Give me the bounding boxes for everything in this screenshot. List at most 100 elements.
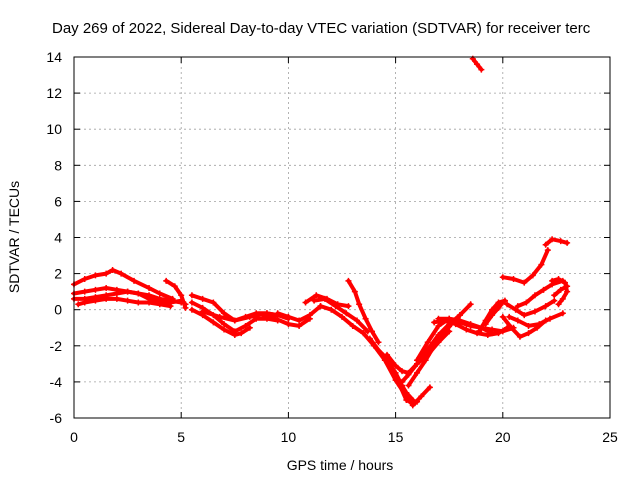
data-point [103,270,110,277]
y-tick-label: 10 [46,121,62,137]
data-point [504,301,511,308]
data-point [555,276,562,283]
data-series-track-26 [483,300,505,327]
data-point [525,322,532,329]
data-series-track-33 [543,237,570,247]
data-point [551,297,558,304]
x-tick-label: 20 [495,429,511,445]
data-point [467,301,474,308]
data-point [510,276,517,283]
data-point [113,290,120,297]
x-tick-labels: 0 5 10 15 20 25 [70,429,618,445]
data-point [478,66,485,73]
data-point [349,322,356,329]
data-point [343,310,350,317]
data-point [221,326,228,333]
data-point [109,266,116,273]
data-point [456,312,463,319]
data-point [557,238,564,245]
data-point [564,283,571,290]
data-point [296,322,303,329]
data-point [446,315,453,322]
data-point [171,283,178,290]
data-point [424,339,431,346]
data-point [146,299,153,306]
data-point [92,286,99,293]
data-point [431,319,438,326]
data-point [124,297,131,304]
data-point [542,303,549,310]
data-point [414,357,421,364]
y-tick-label: 2 [54,266,62,282]
x-tick-label: 15 [388,429,404,445]
data-point [536,321,543,328]
data-point [476,328,483,335]
data-point [392,362,399,369]
data-point [285,313,292,320]
data-point [549,277,556,284]
data-point [564,239,571,246]
data-point [499,299,506,306]
data-point [409,402,416,409]
data-point [345,277,352,284]
y-axis-label: SDTVAR / TECUs [6,181,22,293]
data-point [514,317,521,324]
data-point [371,342,378,349]
data-point [81,288,88,295]
data-point [242,322,249,329]
data-point [431,342,438,349]
data-point [216,313,223,320]
data-point [356,301,363,308]
data-point [426,384,433,391]
data-point [514,303,521,310]
data-point [435,315,442,322]
data-point [321,295,328,302]
data-point [525,330,532,337]
y-tick-label: 4 [54,230,62,246]
data-point [489,326,496,333]
data-point [489,306,496,313]
data-point [456,319,463,326]
data-point [156,301,163,308]
data-series-track-30 [505,298,557,318]
data-point [345,303,352,310]
data-point [499,274,506,281]
data-point [146,285,153,292]
x-tick-label: 0 [70,429,78,445]
data-point [354,317,361,324]
data-point [188,299,195,306]
data-point [360,330,367,337]
data-point [75,301,82,308]
data-point [484,331,491,338]
data-point [399,368,406,375]
data-point [499,328,506,335]
data-point [551,292,558,299]
data-point [135,299,142,306]
data-point [113,295,120,302]
y-tick-labels: -6 -4 -2 0 2 4 6 8 10 12 14 [46,49,62,426]
y-tick-label: -6 [50,410,63,426]
data-point [118,270,125,277]
data-point [499,313,506,320]
data-point [375,339,382,346]
data-point [306,312,313,319]
data-point [221,310,228,317]
data-point [418,393,425,400]
data-point [531,292,538,299]
y-tick-label: 0 [54,302,62,318]
data-point [210,299,217,306]
data-point [188,306,195,313]
data-point [523,299,530,306]
data-point [559,310,566,317]
data-point [381,357,388,364]
x-tick-label: 5 [177,429,185,445]
data-series-track-1 [72,268,175,301]
data-point [557,286,564,293]
data-point [516,333,523,340]
data-point [311,297,318,304]
data-point [238,330,245,337]
data-point [272,315,279,322]
data-point [482,321,489,328]
data-point [405,371,412,378]
data-point [555,301,562,308]
